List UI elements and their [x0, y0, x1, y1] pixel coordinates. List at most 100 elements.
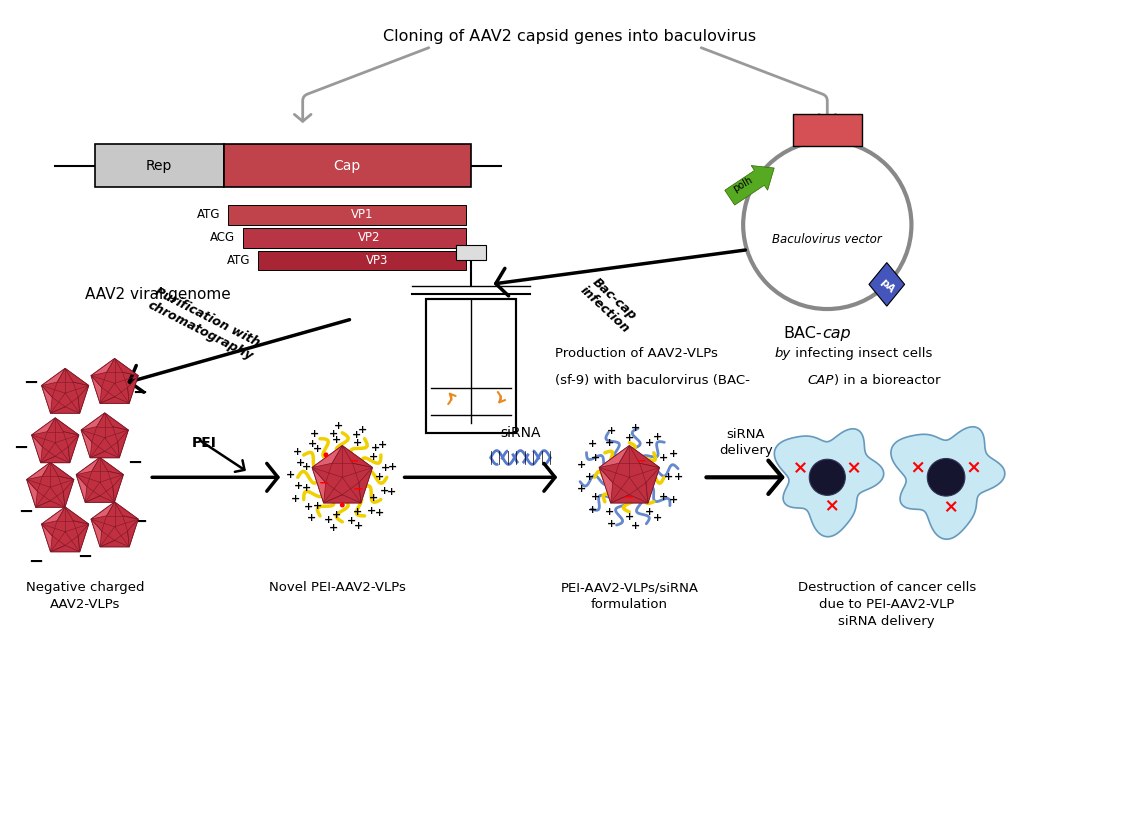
Polygon shape [92, 358, 138, 403]
Text: VP1: VP1 [350, 209, 373, 222]
Text: pA: pA [878, 277, 896, 295]
Text: −: − [77, 547, 93, 565]
Text: BAC-: BAC- [784, 326, 823, 341]
Text: +: + [302, 483, 311, 493]
Bar [224, 144, 471, 187]
Text: +: + [653, 432, 662, 442]
Text: +: + [333, 421, 342, 431]
FancyArrow shape [724, 165, 774, 205]
Polygon shape [128, 519, 138, 546]
Polygon shape [312, 446, 342, 468]
Text: +: + [358, 425, 367, 435]
Text: Baculovirus vector: Baculovirus vector [773, 233, 883, 246]
Text: +: + [323, 515, 332, 524]
Polygon shape [51, 462, 73, 479]
Polygon shape [42, 368, 88, 413]
Polygon shape [81, 430, 92, 458]
Polygon shape [76, 457, 123, 502]
Text: +: + [605, 438, 615, 448]
Text: +: + [675, 472, 684, 483]
Polygon shape [646, 468, 660, 503]
Text: −: − [14, 438, 28, 456]
Polygon shape [27, 462, 51, 479]
Polygon shape [101, 541, 129, 546]
Text: +: + [306, 514, 316, 524]
Polygon shape [92, 502, 138, 546]
Text: +: + [659, 492, 668, 502]
Polygon shape [629, 446, 660, 468]
Text: −: − [132, 384, 147, 402]
Text: ATG: ATG [197, 209, 220, 222]
Polygon shape [51, 546, 80, 552]
Text: infecting insect cells: infecting insect cells [791, 347, 932, 360]
Text: +: + [295, 458, 305, 468]
Text: CAP: CAP [808, 374, 834, 387]
Polygon shape [78, 385, 88, 413]
Polygon shape [41, 456, 70, 463]
Polygon shape [105, 413, 129, 430]
Polygon shape [76, 457, 99, 474]
Bar [792, 114, 862, 146]
Text: +: + [625, 433, 634, 443]
Text: +: + [388, 462, 398, 472]
Text: +: + [585, 472, 594, 483]
Polygon shape [42, 368, 66, 385]
Polygon shape [27, 462, 73, 507]
Bar [95, 144, 224, 187]
Polygon shape [890, 427, 1005, 539]
Text: Negative charged
AAV2-VLPs: Negative charged AAV2-VLPs [26, 582, 145, 611]
Text: Cap: Cap [333, 159, 360, 173]
Bar [426, 299, 515, 433]
Polygon shape [78, 524, 88, 552]
Text: +: + [304, 501, 313, 512]
Text: +: + [367, 506, 376, 515]
Text: +: + [347, 516, 356, 526]
Text: ) in a bioreactor: ) in a bioreactor [834, 374, 941, 387]
Bar [426, 363, 515, 433]
Text: −: − [349, 455, 359, 468]
Text: +: + [377, 440, 386, 450]
Text: (sf-9) with baculorvirus (BAC-: (sf-9) with baculorvirus (BAC- [555, 374, 750, 387]
Polygon shape [99, 457, 123, 474]
Text: +: + [590, 492, 600, 502]
Text: +: + [653, 513, 662, 523]
Polygon shape [42, 385, 52, 413]
Text: +: + [302, 461, 311, 472]
Text: VP2: VP2 [358, 231, 381, 245]
Polygon shape [36, 501, 64, 507]
Text: AAV2 viral genome: AAV2 viral genome [85, 286, 231, 302]
Text: +: + [607, 519, 616, 528]
Circle shape [340, 502, 345, 507]
Text: +: + [576, 461, 586, 470]
Text: Purification with
chromatography: Purification with chromatography [146, 285, 262, 363]
Text: +: + [588, 506, 597, 515]
Text: +: + [576, 484, 586, 494]
Text: +: + [354, 438, 363, 448]
Bar [243, 228, 466, 248]
Text: Production of AAV2-VLPs: Production of AAV2-VLPs [555, 347, 722, 360]
Text: +: + [292, 494, 301, 505]
Text: Cap: Cap [815, 124, 840, 137]
Text: +: + [311, 429, 320, 438]
Polygon shape [342, 446, 373, 468]
Polygon shape [81, 413, 129, 458]
Polygon shape [32, 418, 79, 463]
Text: +: + [669, 495, 678, 506]
Text: +: + [644, 506, 654, 517]
Polygon shape [32, 435, 42, 463]
Text: Rep: Rep [146, 159, 173, 173]
Polygon shape [610, 495, 647, 503]
Text: siRNA: siRNA [501, 425, 541, 440]
Text: −: − [23, 375, 38, 393]
Bar [426, 299, 515, 433]
Text: −: − [319, 477, 329, 490]
Text: +: + [308, 439, 318, 449]
Polygon shape [42, 507, 88, 552]
Polygon shape [101, 397, 129, 403]
Text: +: + [370, 452, 379, 462]
Polygon shape [92, 502, 114, 519]
Text: −: − [132, 513, 147, 531]
Polygon shape [92, 519, 102, 546]
Text: +: + [631, 521, 640, 532]
Text: −: − [353, 483, 364, 496]
